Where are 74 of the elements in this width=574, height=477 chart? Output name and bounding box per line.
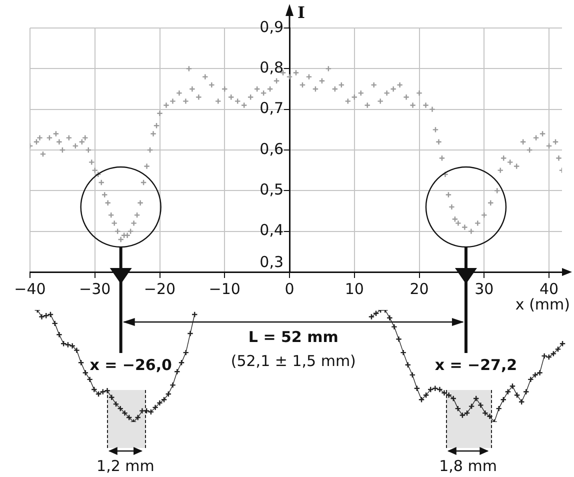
point bbox=[477, 402, 484, 408]
annotation: x = −26,0 bbox=[90, 356, 172, 374]
point bbox=[134, 414, 142, 421]
y-tick-label: 0,5 bbox=[260, 180, 284, 199]
point bbox=[156, 400, 163, 406]
point bbox=[464, 410, 470, 416]
y-tick-label: 0,9 bbox=[260, 18, 284, 36]
y-tick-label: 0,7 bbox=[260, 99, 284, 118]
point bbox=[78, 359, 84, 366]
point bbox=[170, 382, 176, 388]
x-tick-label: −10 bbox=[208, 280, 240, 298]
point bbox=[468, 403, 475, 410]
point bbox=[108, 394, 115, 401]
text: 1,2 mm bbox=[96, 457, 154, 475]
point bbox=[396, 336, 402, 342]
x-axis-title: x (mm) bbox=[515, 295, 570, 314]
point bbox=[165, 390, 172, 398]
point bbox=[52, 320, 58, 327]
point bbox=[418, 396, 425, 403]
point bbox=[522, 388, 530, 395]
point bbox=[514, 392, 520, 398]
point bbox=[372, 310, 380, 317]
point bbox=[532, 372, 538, 378]
y-tick-label: 0,6 bbox=[260, 140, 284, 158]
point bbox=[152, 404, 159, 411]
x-tick-label: 0 bbox=[284, 280, 294, 298]
point bbox=[104, 387, 110, 394]
point bbox=[518, 398, 525, 406]
point bbox=[56, 331, 62, 338]
text: (52,1 ± 1,5 mm) bbox=[230, 352, 356, 370]
y-tick-label: 0,4 bbox=[260, 221, 284, 240]
text: 1,8 mm bbox=[439, 457, 497, 475]
point bbox=[550, 350, 557, 357]
y-axis-title: I bbox=[298, 3, 305, 22]
point bbox=[536, 370, 543, 376]
point bbox=[100, 388, 106, 395]
text: L = 52 mm bbox=[248, 328, 338, 346]
point bbox=[42, 312, 50, 319]
x-tick-label: 20 bbox=[410, 280, 429, 298]
point bbox=[504, 388, 512, 395]
point bbox=[38, 314, 45, 320]
point bbox=[47, 311, 54, 318]
point bbox=[86, 376, 93, 383]
x-tick-label: 40 bbox=[539, 280, 559, 298]
point bbox=[427, 386, 434, 393]
point bbox=[472, 395, 480, 402]
point bbox=[404, 362, 412, 368]
y-tick-label: 0,3 bbox=[260, 252, 284, 271]
y-tick-label: 0,8 bbox=[260, 58, 284, 77]
point bbox=[409, 372, 416, 378]
point bbox=[174, 368, 180, 375]
point bbox=[527, 376, 534, 383]
point bbox=[400, 349, 407, 356]
x-tick-label: −30 bbox=[79, 280, 111, 298]
point bbox=[414, 385, 420, 392]
point bbox=[454, 405, 462, 412]
point bbox=[459, 412, 466, 418]
x-tick-label: −40 bbox=[14, 280, 46, 298]
point bbox=[82, 370, 89, 376]
point bbox=[160, 396, 168, 403]
point bbox=[182, 349, 190, 356]
x-tick-label: −20 bbox=[144, 280, 176, 298]
point bbox=[178, 359, 185, 366]
point bbox=[500, 396, 507, 403]
point bbox=[554, 346, 562, 352]
point bbox=[509, 382, 516, 390]
point bbox=[386, 314, 393, 322]
annotation: x = −27,2 bbox=[434, 356, 518, 374]
x-tick-label: 10 bbox=[344, 280, 364, 298]
point bbox=[496, 405, 502, 412]
point bbox=[422, 392, 430, 398]
x-tick-label: 30 bbox=[474, 280, 494, 298]
point bbox=[391, 324, 398, 330]
point bbox=[187, 330, 194, 337]
